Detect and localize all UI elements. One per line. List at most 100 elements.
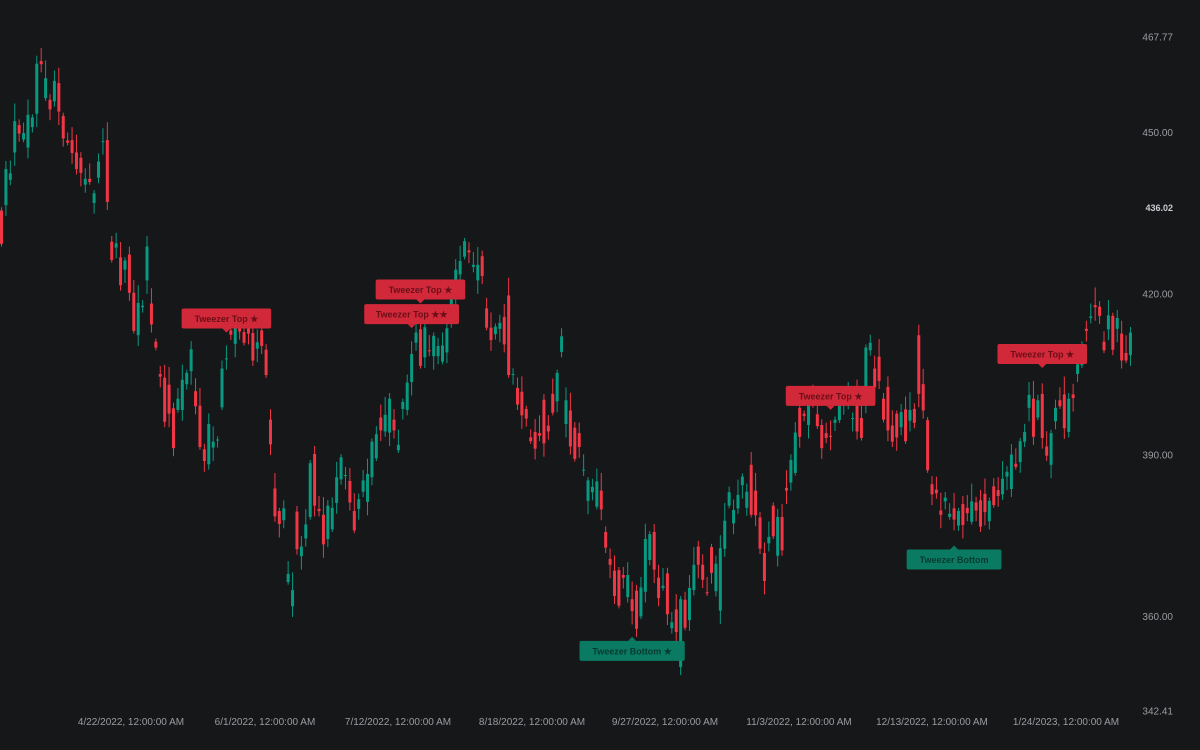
candle-body [948, 513, 952, 517]
candle [965, 494, 969, 522]
candle-body [679, 599, 683, 667]
candle [732, 499, 736, 535]
candle-body [1031, 398, 1035, 437]
candle [780, 504, 784, 556]
candle [295, 505, 299, 555]
candle-body [740, 476, 744, 486]
candle [882, 393, 885, 423]
candle [427, 334, 431, 357]
candle-body [321, 514, 325, 545]
candle-body [793, 432, 797, 473]
candle [890, 410, 894, 448]
candle [171, 402, 175, 457]
candle [683, 591, 687, 631]
tweezer-top-label: Tweezer Top ★ [785, 385, 876, 410]
candle [176, 388, 180, 413]
candle [661, 568, 665, 591]
candle [88, 163, 92, 185]
candle [114, 232, 118, 259]
candle-body [979, 500, 983, 527]
candle-body [652, 532, 656, 570]
candle [758, 511, 762, 555]
candle-body [4, 169, 8, 206]
candle-body [498, 322, 502, 329]
candle-body [1124, 352, 1128, 361]
candle-body [599, 490, 603, 510]
candle-body [705, 592, 709, 594]
candle [507, 277, 511, 378]
candle [79, 152, 83, 187]
candle-body [507, 295, 511, 376]
tweezer-top-label: Tweezer Top ★ [997, 343, 1088, 368]
candle [352, 493, 356, 534]
candle-body [626, 575, 630, 598]
candle-body [502, 316, 506, 345]
candle-body [877, 356, 881, 381]
signal-label-bg [906, 549, 1002, 570]
candle [485, 297, 489, 331]
candle-body [233, 325, 237, 344]
tweezer-top-label: Tweezer Top ★★ [364, 304, 460, 329]
candle-body [0, 210, 3, 244]
candle [313, 445, 317, 517]
signal-pointer [826, 405, 835, 410]
candle-body [8, 173, 12, 180]
candle-body [1120, 333, 1124, 361]
candle-body [524, 408, 528, 419]
candle-body [723, 520, 727, 549]
candle [657, 564, 661, 607]
candle-body [912, 408, 916, 423]
candle-body [542, 399, 546, 444]
candle-body [758, 517, 762, 549]
candle-body [119, 257, 123, 286]
candle [304, 509, 308, 547]
candle-body [767, 536, 771, 544]
candle-body [132, 292, 136, 331]
candle-body [859, 418, 863, 438]
candle-body [745, 491, 749, 508]
signal-label-bg [375, 279, 466, 300]
candle-body [410, 354, 414, 383]
signal-label-text: Tweezer Top ★ [1010, 349, 1075, 359]
candle-body [136, 302, 140, 336]
candle-body [158, 373, 162, 377]
candle-body [551, 393, 555, 413]
candle [674, 594, 678, 646]
candle [789, 454, 793, 491]
candle-body [299, 546, 303, 557]
candle-body [590, 486, 594, 493]
candle [92, 190, 96, 214]
candle-body [304, 524, 308, 539]
candle [13, 103, 17, 166]
candle [291, 572, 295, 617]
candle-body [529, 437, 533, 442]
candle-body [899, 412, 903, 428]
candle-body [1067, 398, 1071, 433]
candle-body [463, 241, 467, 257]
candle-body [123, 260, 127, 270]
candle-body [88, 178, 92, 183]
candle [930, 476, 934, 506]
candle [511, 368, 515, 385]
candle-body [904, 409, 908, 442]
candle [979, 489, 983, 533]
candle-body [176, 398, 180, 410]
candle [22, 122, 26, 143]
candle [568, 392, 572, 455]
signal-pointer [222, 328, 231, 333]
candle-body [515, 387, 519, 405]
candle-body [163, 377, 167, 422]
candle-body [264, 349, 268, 376]
signals-layer: Tweezer Top ★ Tweezer Top ★★ Tweezer Top ★… [181, 279, 1088, 661]
candle [158, 365, 162, 388]
candle [515, 377, 519, 410]
candle-body [198, 405, 202, 448]
candle-body [1111, 315, 1115, 350]
candle [745, 483, 749, 516]
candle [163, 364, 167, 428]
candle-body [1023, 432, 1027, 442]
candle [392, 409, 396, 439]
candle [1062, 376, 1066, 440]
candle-body [52, 80, 56, 102]
candle [904, 396, 908, 444]
